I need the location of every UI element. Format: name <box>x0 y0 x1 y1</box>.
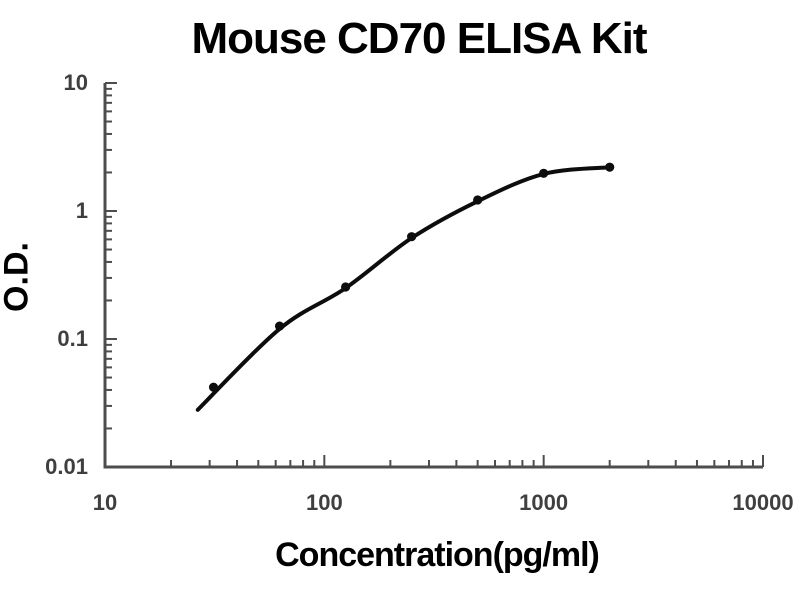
y-tick-label: 10 <box>63 70 88 95</box>
data-point-marker <box>274 321 285 331</box>
y-tick-label: 1 <box>75 198 88 223</box>
data-point-marker <box>208 382 219 392</box>
data-point-marker <box>605 162 615 172</box>
x-tick-label: 100 <box>305 490 343 515</box>
y-tick-label: 0.01 <box>45 454 88 479</box>
x-tick-label: 1000 <box>519 490 569 515</box>
data-point-marker <box>340 282 351 292</box>
x-tick-label: 10000 <box>732 490 794 515</box>
data-point-marker <box>407 232 417 242</box>
y-tick-label: 0.1 <box>57 326 88 351</box>
standard-curve-path <box>195 165 612 412</box>
chart-title: Mouse CD70 ELISA Kit <box>191 14 647 63</box>
data-point-marker <box>539 168 549 178</box>
x-tick-label: 10 <box>92 490 118 515</box>
x-axis-title: Concentration(pg/ml) <box>275 536 600 574</box>
data-point-marker <box>473 195 483 205</box>
